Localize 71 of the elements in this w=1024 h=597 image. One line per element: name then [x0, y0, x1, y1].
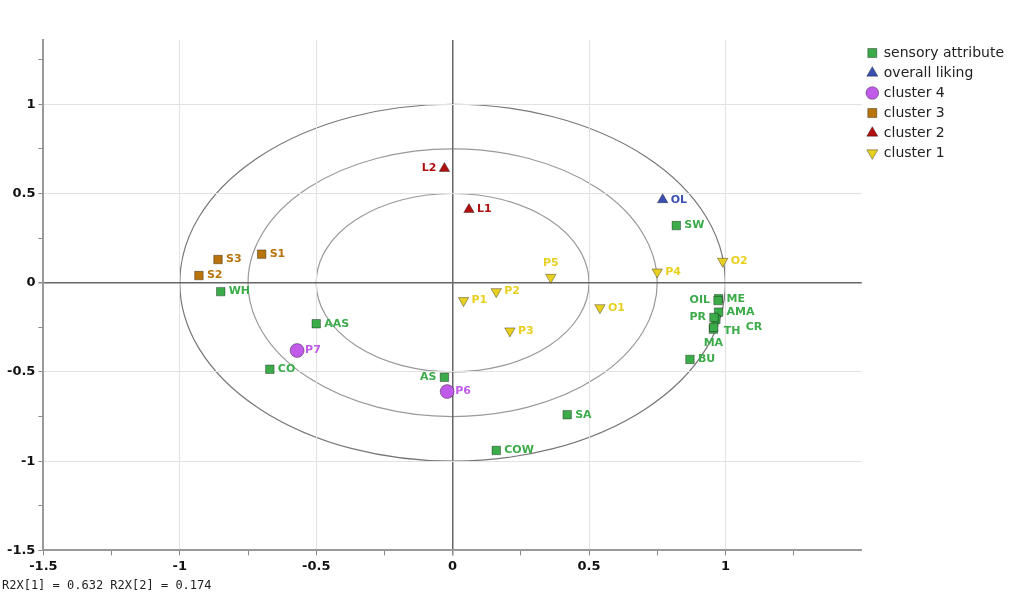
point	[438, 161, 451, 172]
annotation: CO	[277, 362, 296, 376]
annotation: AAS	[324, 316, 350, 330]
annotation: P5	[542, 256, 559, 270]
point	[194, 270, 204, 281]
legend-label: cluster 3	[883, 103, 945, 120]
x-tick-label: -1	[172, 557, 188, 573]
annotation: WH	[228, 284, 251, 298]
legend-label: cluster 1	[883, 143, 945, 160]
point	[289, 343, 305, 359]
point	[439, 384, 455, 400]
point	[216, 286, 226, 297]
text: R2X[1] = 0.632 R2X[2] = 0.174	[2, 578, 212, 592]
point	[656, 193, 669, 204]
point	[545, 273, 557, 284]
annotation: SW	[684, 218, 705, 232]
legend-label: cluster 2	[883, 123, 945, 140]
point	[256, 249, 267, 259]
point	[439, 372, 450, 383]
annotation: MA	[703, 335, 724, 349]
annotation: P6	[455, 384, 472, 398]
y-tick-label: -0.5	[6, 363, 36, 379]
annotation: PR	[689, 310, 707, 324]
annotation: AS	[419, 370, 437, 384]
annotation: TH	[723, 324, 741, 338]
annotation: O1	[607, 300, 625, 314]
annotation: P3	[517, 323, 534, 337]
annotation: L1	[476, 202, 492, 216]
y-tick-label: -1.5	[6, 541, 36, 557]
point	[562, 410, 572, 420]
x-tick-label: 1	[720, 557, 730, 573]
annotation: S3	[226, 252, 242, 266]
point	[491, 445, 501, 456]
annotation: P1	[471, 293, 488, 307]
annotation: AMA	[726, 305, 756, 319]
annotation: OIL	[689, 293, 711, 307]
legend-label: sensory attribute	[883, 43, 1005, 60]
annotation: P7	[305, 343, 321, 357]
annotation: P4	[665, 264, 682, 278]
x-tick-label: 0.5	[577, 557, 601, 573]
annotation: OL	[670, 192, 688, 206]
annotation: BU	[697, 352, 716, 366]
point	[671, 220, 682, 231]
point	[716, 257, 729, 268]
point	[311, 319, 321, 329]
x-tick-label: -0.5	[302, 557, 331, 573]
annotation: SA	[575, 407, 593, 421]
x-tick-label: 0	[448, 557, 458, 573]
point	[651, 268, 663, 279]
y-tick-label: 0	[26, 274, 36, 290]
annotation: L2	[421, 161, 437, 175]
point	[504, 327, 516, 338]
point	[685, 354, 695, 365]
annotation: COW	[504, 443, 534, 457]
annotation: ME	[726, 291, 746, 305]
legend-label: overall liking	[883, 63, 974, 80]
annotation: S1	[269, 247, 286, 261]
point	[463, 203, 475, 214]
point	[457, 297, 470, 308]
point	[213, 254, 223, 265]
annotation: S2	[206, 268, 223, 282]
point	[490, 288, 502, 299]
annotation: O2	[730, 254, 748, 268]
annotation: CR	[745, 320, 763, 334]
y-tick-label: -1	[20, 452, 36, 468]
annotation: P2	[504, 284, 520, 298]
y-tick-label: 1	[26, 95, 36, 111]
y-tick-label: 0.5	[12, 184, 36, 200]
point	[594, 304, 606, 315]
legend-label: cluster 4	[883, 83, 945, 100]
point	[265, 364, 275, 374]
